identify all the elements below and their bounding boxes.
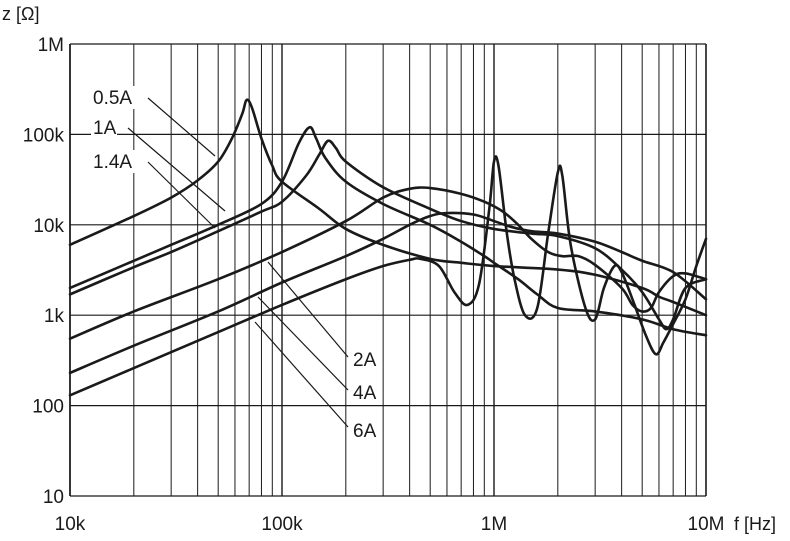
series-line-0-5A xyxy=(68,98,708,317)
leader-line-1A xyxy=(127,127,226,212)
y-tick-label: 1M xyxy=(38,35,64,56)
leader-line-1-4A xyxy=(147,161,216,229)
label-background-0-5A xyxy=(91,86,139,109)
leader-line-4A xyxy=(257,296,349,391)
series-line-4A xyxy=(68,211,708,375)
x-tick-label: 10M xyxy=(688,514,725,535)
y-tick-label: 10 xyxy=(43,487,64,508)
label-background-1-4A xyxy=(91,150,139,173)
series-labels: 0.5A 1A 1.4A 2A 4A 6A xyxy=(91,86,377,442)
y-tick-label: 100 xyxy=(32,397,64,418)
x-axis-ticks: 10k 100k 1M 10M xyxy=(55,514,725,535)
series-lines xyxy=(68,98,708,397)
label-background-6A xyxy=(351,419,377,442)
series-label-0-5A: 0.5A xyxy=(93,88,132,109)
series-line-6A xyxy=(68,155,708,397)
y-tick-label: 10k xyxy=(33,216,64,237)
label-background-2A xyxy=(351,348,377,371)
grid-lines xyxy=(69,43,706,497)
label-background-1A xyxy=(91,116,117,139)
series-label-2A: 2A xyxy=(353,350,377,371)
x-tick-label: 1M xyxy=(481,514,507,535)
leader-line-0-5A xyxy=(147,97,216,157)
series-label-6A: 6A xyxy=(353,421,377,442)
leader-line-2A xyxy=(267,261,349,358)
x-tick-label: 100k xyxy=(261,514,303,535)
series-line-1A xyxy=(68,125,708,337)
leader-line-6A xyxy=(254,321,349,428)
label-background-4A xyxy=(351,381,377,404)
series-label-1A: 1A xyxy=(93,118,117,139)
y-axis-label: z [Ω] xyxy=(2,4,39,24)
series-label-4A: 4A xyxy=(353,383,377,404)
y-tick-label: 100k xyxy=(23,125,65,146)
x-tick-label: 10k xyxy=(55,514,86,535)
series-label-1-4A: 1.4A xyxy=(93,152,132,173)
y-axis-ticks: 10 100 1k 10k 100k 1M xyxy=(23,35,65,508)
series-line-2A xyxy=(68,186,708,340)
series-line-1-4A xyxy=(68,139,708,331)
y-tick-label: 1k xyxy=(44,306,65,327)
label-leader-lines xyxy=(127,97,349,428)
x-axis-label: f [Hz] xyxy=(734,514,776,534)
plot-frame xyxy=(69,44,707,496)
